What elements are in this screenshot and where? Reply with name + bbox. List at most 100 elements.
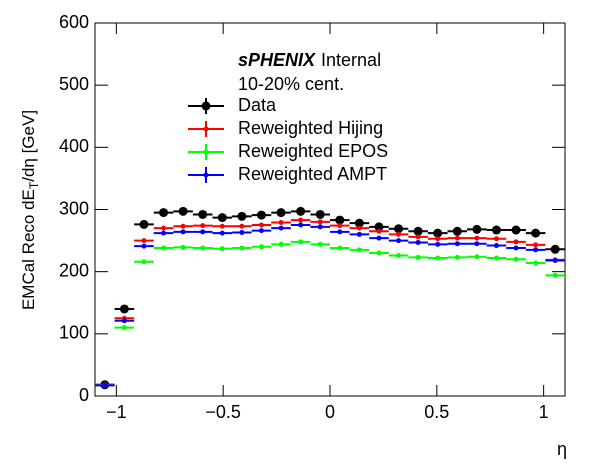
marker	[102, 382, 108, 388]
marker	[161, 230, 167, 236]
marker	[200, 229, 206, 235]
marker	[217, 213, 227, 223]
marker	[472, 224, 482, 234]
x-axis-label: η	[557, 439, 567, 459]
marker	[317, 241, 323, 247]
marker	[219, 230, 225, 236]
marker	[394, 224, 404, 234]
marker	[239, 245, 245, 251]
marker	[531, 228, 541, 238]
marker	[200, 223, 206, 229]
marker	[474, 235, 480, 241]
marker	[552, 257, 558, 263]
marker	[139, 219, 149, 229]
legend-label: Reweighted Hijing	[238, 118, 383, 138]
marker	[513, 245, 519, 251]
marker	[237, 211, 247, 221]
marker	[474, 254, 480, 260]
marker	[415, 239, 421, 245]
marker	[258, 244, 264, 250]
marker	[141, 259, 147, 265]
marker	[376, 228, 382, 234]
y-tick-label: 200	[59, 260, 89, 280]
marker	[121, 318, 127, 324]
y-tick-label: 500	[59, 74, 89, 94]
marker	[278, 225, 284, 231]
x-tick-label: 0.5	[424, 402, 449, 422]
marker	[161, 245, 167, 251]
marker	[337, 223, 343, 229]
x-tick-label: 1	[539, 402, 549, 422]
marker	[356, 247, 362, 253]
marker	[435, 255, 441, 261]
marker	[258, 228, 264, 234]
header: sPHENIX Internal	[238, 50, 381, 70]
marker	[493, 236, 499, 242]
marker	[493, 255, 499, 261]
marker	[200, 245, 206, 251]
marker	[180, 244, 186, 250]
marker	[180, 223, 186, 229]
y-tick-label: 100	[59, 323, 89, 343]
y-tick-label: 300	[59, 198, 89, 218]
y-tick-label: 600	[59, 12, 89, 32]
marker	[493, 243, 499, 249]
marker	[337, 245, 343, 251]
marker	[180, 229, 186, 235]
marker	[550, 244, 560, 254]
marker	[239, 230, 245, 236]
y-tick-label: 400	[59, 136, 89, 156]
marker	[454, 241, 460, 247]
marker	[298, 239, 304, 245]
legend-label: Reweighted EPOS	[238, 141, 388, 161]
marker	[435, 241, 441, 247]
marker	[374, 222, 384, 232]
legend-marker	[203, 126, 209, 132]
marker	[511, 225, 521, 235]
marker	[278, 220, 284, 226]
marker	[454, 235, 460, 241]
marker	[396, 238, 402, 244]
marker	[315, 209, 325, 219]
marker	[376, 235, 382, 241]
legend-label: Data	[238, 95, 277, 115]
legend-marker	[201, 101, 211, 111]
marker	[219, 246, 225, 252]
header-bold: sPHENIX	[238, 50, 316, 70]
marker	[161, 225, 167, 231]
x-tick-label: −1	[106, 402, 127, 422]
marker	[356, 231, 362, 237]
y-axis-label: EMCal Reco dET/dη [GeV]	[19, 110, 41, 310]
marker	[335, 215, 345, 225]
marker	[415, 234, 421, 240]
y-label-main: EMCal Reco dE	[19, 189, 38, 310]
marker	[491, 225, 501, 235]
marker	[278, 241, 284, 247]
marker	[159, 208, 169, 218]
y-label-rest: /dη [GeV]	[19, 110, 38, 182]
marker	[435, 236, 441, 242]
marker	[413, 226, 423, 236]
marker	[396, 231, 402, 237]
y-label-sub: T	[27, 181, 41, 189]
marker	[276, 208, 286, 218]
marker	[198, 209, 208, 219]
x-tick-label: 0	[325, 402, 335, 422]
marker	[452, 226, 462, 236]
marker	[415, 254, 421, 260]
marker	[239, 223, 245, 229]
marker	[513, 239, 519, 245]
marker	[219, 223, 225, 229]
marker	[433, 228, 443, 238]
marker	[317, 224, 323, 230]
marker	[317, 219, 323, 225]
marker	[376, 250, 382, 256]
legend-marker	[203, 172, 209, 178]
marker	[298, 217, 304, 223]
marker	[296, 206, 306, 216]
marker	[533, 247, 539, 253]
marker	[354, 218, 364, 228]
marker	[258, 222, 264, 228]
marker	[513, 256, 519, 262]
